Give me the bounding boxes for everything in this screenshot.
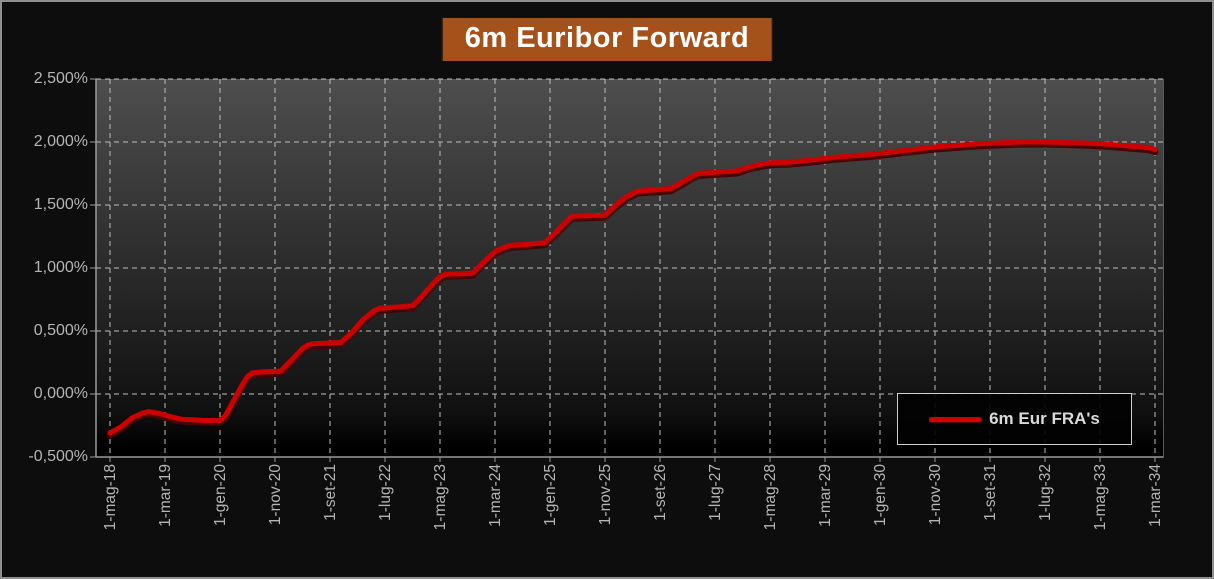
x-axis-label: 1-mar-29 (817, 464, 834, 527)
x-axis-label: 1-lug-22 (377, 464, 394, 521)
x-axis-label: 1-nov-30 (927, 464, 944, 526)
x-axis-label: 1-mar-34 (1147, 464, 1164, 527)
y-axis-label: -0,500% (28, 448, 88, 465)
y-axis-label: 1,500% (33, 196, 88, 213)
legend-label: 6m Eur FRA's (989, 409, 1100, 428)
x-axis-label: 1-mag-18 (102, 464, 119, 531)
x-axis-label: 1-set-26 (652, 464, 669, 521)
x-axis-label: 1-lug-27 (707, 464, 724, 521)
x-axis-label: 1-gen-25 (542, 464, 559, 527)
chart-title: 6m Euribor Forward (441, 17, 773, 62)
y-axis-label: 0,000% (33, 385, 88, 402)
x-axis-label: 1-set-31 (982, 464, 999, 521)
x-axis-label: 1-set-21 (322, 464, 339, 521)
x-axis-label: 1-mar-19 (157, 464, 174, 527)
y-axis-label: 1,000% (33, 259, 88, 276)
legend-line-swatch (929, 416, 982, 422)
x-axis-label: 1-gen-20 (212, 464, 229, 527)
y-axis-label: 2,500% (33, 70, 88, 87)
x-axis-label: 1-mag-23 (432, 464, 449, 531)
y-axis-label: 2,000% (33, 133, 88, 150)
series-line (107, 139, 1158, 436)
x-axis-label: 1-gen-30 (872, 464, 889, 527)
x-axis-label: 1-lug-32 (1037, 464, 1054, 521)
x-axis-label: 1-nov-25 (597, 464, 614, 526)
x-axis-label: 1-nov-20 (267, 464, 284, 526)
x-axis-label: 1-mag-28 (762, 464, 779, 531)
series-line-shadow (106, 140, 1159, 439)
x-axis-label: 1-mag-33 (1092, 464, 1109, 531)
legend: 6m Eur FRA's (897, 393, 1132, 445)
x-axis-label: 1-mar-24 (487, 464, 504, 527)
y-axis-label: 0,500% (33, 322, 88, 339)
